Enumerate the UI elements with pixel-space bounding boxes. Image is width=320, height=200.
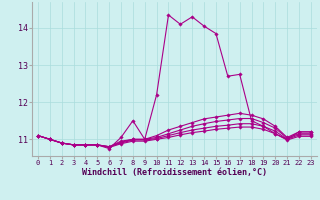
- X-axis label: Windchill (Refroidissement éolien,°C): Windchill (Refroidissement éolien,°C): [82, 168, 267, 177]
